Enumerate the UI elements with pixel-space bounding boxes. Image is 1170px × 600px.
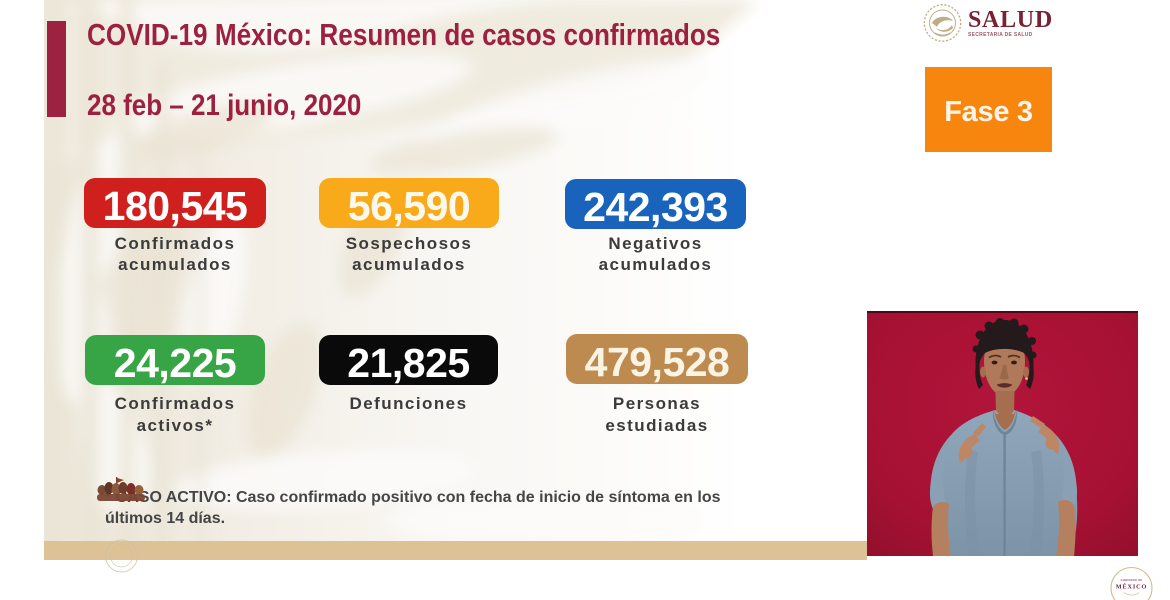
svg-text:MÉXICO: MÉXICO [1116,583,1148,591]
svg-text:GOBIERNO DE: GOBIERNO DE [1121,578,1143,582]
